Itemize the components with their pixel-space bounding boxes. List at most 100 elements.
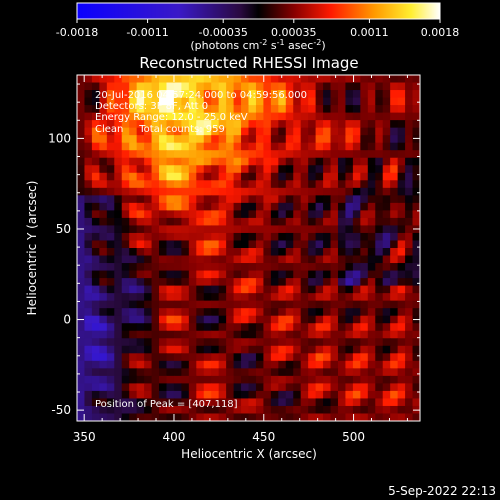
heatmap-cell bbox=[203, 413, 212, 421]
heatmap-cell bbox=[159, 293, 167, 302]
heatmap-cell bbox=[91, 353, 100, 362]
heatmap-cell bbox=[367, 217, 376, 226]
heatmap-cell bbox=[129, 195, 138, 204]
heatmap-cell bbox=[405, 75, 414, 84]
heatmap-cell bbox=[203, 375, 212, 384]
heatmap-cell bbox=[129, 172, 138, 181]
heatmap-cell bbox=[181, 232, 190, 241]
heatmap-cell bbox=[106, 353, 115, 362]
heatmap-cell bbox=[337, 217, 346, 226]
heatmap-cell bbox=[84, 383, 93, 392]
heatmap-cell bbox=[151, 127, 160, 136]
heatmap-cell bbox=[196, 75, 205, 84]
heatmap-cell bbox=[241, 135, 249, 144]
heatmap-cell bbox=[263, 405, 272, 414]
heatmap-cell bbox=[84, 195, 93, 204]
heatmap-cell bbox=[173, 375, 182, 384]
heatmap-cell bbox=[323, 225, 332, 234]
heatmap-cell bbox=[233, 187, 242, 196]
heatmap-cell bbox=[77, 278, 85, 287]
heatmap-cell bbox=[360, 225, 369, 234]
heatmap-cell bbox=[323, 210, 332, 219]
heatmap-cell bbox=[151, 157, 160, 166]
heatmap-cell bbox=[84, 338, 93, 347]
heatmap-cell bbox=[151, 390, 160, 399]
heatmap-cell bbox=[352, 195, 361, 204]
heatmap-cell bbox=[173, 285, 182, 294]
heatmap-cell bbox=[367, 330, 376, 339]
heatmap-cell bbox=[233, 90, 242, 99]
heatmap-cell bbox=[151, 270, 160, 279]
heatmap-cell bbox=[166, 210, 175, 219]
heatmap-cell bbox=[360, 105, 369, 114]
heatmap-cell bbox=[129, 383, 138, 392]
heatmap-cell bbox=[151, 278, 160, 287]
heatmap-cell bbox=[77, 263, 85, 272]
heatmap-cell bbox=[166, 398, 175, 407]
heatmap-cell bbox=[270, 75, 279, 84]
heatmap-cell bbox=[129, 120, 138, 129]
heatmap-cell bbox=[196, 383, 205, 392]
heatmap-cell bbox=[233, 308, 242, 317]
heatmap-cell bbox=[129, 112, 138, 121]
heatmap-cell bbox=[84, 308, 93, 317]
heatmap-cell bbox=[248, 240, 257, 249]
heatmap-cell bbox=[263, 180, 272, 189]
heatmap-cell bbox=[233, 263, 242, 272]
heatmap-cell bbox=[397, 240, 406, 249]
heatmap-cell bbox=[203, 255, 212, 264]
heatmap-cell bbox=[159, 315, 167, 324]
heatmap-cell bbox=[77, 195, 85, 204]
heatmap-cell bbox=[144, 390, 153, 399]
heatmap-cell bbox=[106, 105, 115, 114]
heatmap-cell bbox=[293, 157, 302, 166]
heatmap-cell bbox=[121, 82, 130, 91]
heatmap-cell bbox=[114, 210, 123, 219]
heatmap-cell bbox=[263, 278, 272, 287]
heatmap-cell bbox=[91, 82, 100, 91]
heatmap-cell bbox=[159, 390, 167, 399]
heatmap-cell bbox=[203, 390, 212, 399]
heatmap-cell bbox=[315, 270, 324, 279]
heatmap-cell bbox=[99, 127, 108, 136]
heatmap-cell bbox=[285, 195, 294, 204]
heatmap-cell bbox=[315, 413, 324, 421]
heatmap-cell bbox=[390, 127, 399, 136]
heatmap-cell bbox=[367, 120, 376, 129]
heatmap-cell bbox=[397, 248, 406, 257]
heatmap-cell bbox=[121, 390, 130, 399]
heatmap-cell bbox=[337, 330, 346, 339]
heatmap-cell bbox=[114, 75, 123, 84]
heatmap-cell bbox=[330, 413, 339, 421]
heatmap-cell bbox=[390, 210, 399, 219]
heatmap-cell bbox=[106, 278, 115, 287]
heatmap-cell bbox=[345, 82, 354, 91]
heatmap-cell bbox=[106, 345, 115, 354]
heatmap-cell bbox=[397, 187, 406, 196]
heatmap-cell bbox=[255, 383, 264, 392]
heatmap-cell bbox=[151, 240, 160, 249]
heatmap-cell bbox=[270, 150, 279, 159]
heatmap-cell bbox=[77, 353, 85, 362]
heatmap-cell bbox=[360, 383, 369, 392]
heatmap-cell bbox=[270, 90, 279, 99]
heatmap-cell bbox=[270, 97, 279, 106]
heatmap-cell bbox=[173, 308, 182, 317]
heatmap-cell bbox=[218, 345, 227, 354]
heatmap-cell bbox=[405, 413, 414, 421]
heatmap-cell bbox=[293, 210, 302, 219]
heatmap-cell bbox=[211, 270, 220, 279]
heatmap-cell bbox=[367, 413, 376, 421]
heatmap-cell bbox=[203, 135, 212, 144]
heatmap-cell bbox=[136, 285, 145, 294]
heatmap-cell bbox=[367, 157, 376, 166]
heatmap-cell bbox=[218, 150, 227, 159]
heatmap-cell bbox=[337, 375, 346, 384]
heatmap-cell bbox=[241, 278, 249, 287]
heatmap-cell bbox=[91, 368, 100, 377]
heatmap-cell bbox=[121, 120, 130, 129]
heatmap-cell bbox=[285, 398, 294, 407]
heatmap-cell bbox=[188, 293, 197, 302]
heatmap-cell bbox=[188, 172, 197, 181]
heatmap-cell bbox=[375, 338, 384, 347]
